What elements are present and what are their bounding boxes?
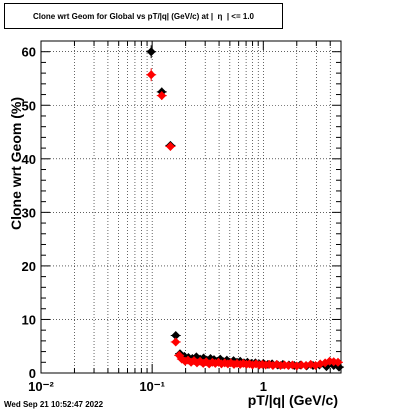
data-point xyxy=(171,331,181,341)
series-0 xyxy=(146,45,345,372)
chart-axes xyxy=(40,40,342,374)
y-tick-label: 40 xyxy=(22,152,36,167)
y-tick-label: 10 xyxy=(22,312,36,327)
y-tick-label: 50 xyxy=(22,98,36,113)
data-point xyxy=(146,47,156,57)
x-tick-label: 1 xyxy=(260,379,267,394)
chart-tick-labels: 0 10 20 30 40 50 60 10⁻² 10⁻¹ 1 xyxy=(22,45,267,394)
y-axis-label: Clone wrt Geom (%) xyxy=(8,97,24,230)
data-point xyxy=(157,91,167,101)
y-tick-label: 30 xyxy=(22,205,36,220)
chart-ticks xyxy=(40,41,342,374)
series-1 xyxy=(146,68,344,371)
y-tick-label: 20 xyxy=(22,259,36,274)
chart-series xyxy=(146,45,345,372)
plot-frame xyxy=(40,40,342,374)
timestamp-footer: Wed Sep 21 10:52:47 2022 xyxy=(4,400,104,409)
x-tick-label: 10⁻² xyxy=(28,379,54,394)
data-point xyxy=(146,70,156,80)
y-tick-label: 60 xyxy=(22,45,36,60)
data-point xyxy=(333,357,343,367)
x-tick-label: 10⁻¹ xyxy=(139,379,165,394)
chart-grid xyxy=(40,41,342,373)
x-axis-label: pT/|q| (GeV/c) xyxy=(248,392,338,408)
data-point xyxy=(165,141,175,151)
data-point xyxy=(171,337,181,347)
chart-title: Clone wrt Geom for Global vs pT/|q| (GeV… xyxy=(4,3,283,29)
y-tick-label: 0 xyxy=(29,366,36,381)
